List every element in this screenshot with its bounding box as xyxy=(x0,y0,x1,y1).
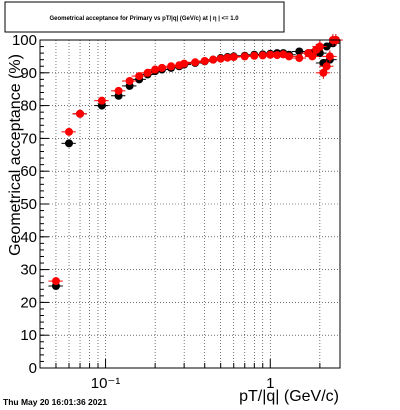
data-point xyxy=(325,52,334,61)
grid-lines xyxy=(39,39,340,369)
data-point xyxy=(240,52,249,61)
y-tick-label: 10 xyxy=(20,327,37,344)
data-point xyxy=(216,54,225,63)
y-tick-label: 40 xyxy=(20,229,37,246)
data-point xyxy=(135,72,144,81)
y-tick-label: 0 xyxy=(29,360,37,377)
data-point xyxy=(229,53,238,62)
data-point xyxy=(322,62,331,71)
data-point xyxy=(97,96,106,105)
data-point xyxy=(273,51,282,60)
plot-frame xyxy=(39,39,341,369)
axes: 0 10 20 30 40 50 60 70 80 90 100 10⁻¹ 1 xyxy=(12,32,341,392)
data-point xyxy=(157,63,166,72)
data-point xyxy=(315,42,324,51)
data-point xyxy=(295,54,304,63)
data-point xyxy=(250,51,259,60)
data-point xyxy=(51,277,60,286)
y-tick-label: 90 xyxy=(20,65,37,82)
chart-title: Geometrical acceptance for Primary vs pT… xyxy=(49,16,239,22)
timestamp: Thu May 20 16:01:36 2021 xyxy=(3,397,107,407)
data-point xyxy=(308,52,317,61)
y-tick-label: 60 xyxy=(20,163,37,180)
data-point xyxy=(65,139,74,148)
y-tick-label: 30 xyxy=(20,262,37,279)
y-tick-label: 80 xyxy=(20,98,37,115)
y-tick-label: 20 xyxy=(20,294,37,311)
data-point xyxy=(76,109,85,118)
series-red xyxy=(48,34,343,286)
data-point xyxy=(223,53,232,62)
data-point xyxy=(125,77,134,85)
data-point xyxy=(258,51,267,60)
y-tick-label: 70 xyxy=(20,130,37,147)
x-tick-label: 1 xyxy=(266,375,274,392)
data-point xyxy=(319,68,328,77)
y-axis-title: Geometrical acceptance (%) xyxy=(7,54,24,256)
title-box: Geometrical acceptance for Primary vs pT… xyxy=(4,1,285,33)
data-point xyxy=(285,52,294,61)
data-point xyxy=(180,59,189,68)
data-point xyxy=(151,65,160,74)
data-point xyxy=(200,56,209,65)
data-point xyxy=(65,127,74,136)
y-tick-label: 50 xyxy=(20,196,37,213)
x-axis-title: pT/|q| (GeV/c) xyxy=(239,388,339,405)
data-point xyxy=(209,55,218,64)
data-point xyxy=(191,58,200,67)
data-point xyxy=(114,86,123,95)
data-series xyxy=(48,34,343,290)
title-frame xyxy=(4,1,285,33)
data-point xyxy=(167,62,176,71)
y-tick-label: 100 xyxy=(12,32,37,49)
data-point xyxy=(143,68,152,77)
x-tick-label: 10⁻¹ xyxy=(91,375,121,392)
